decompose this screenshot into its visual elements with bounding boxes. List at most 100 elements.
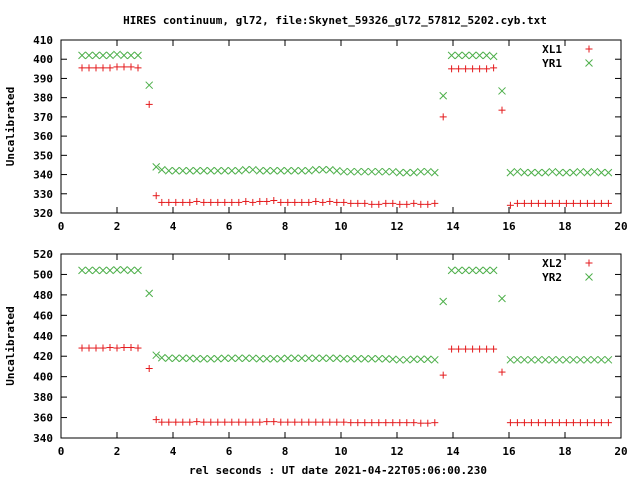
data-point bbox=[172, 198, 180, 206]
data-point bbox=[207, 198, 215, 206]
data-point bbox=[367, 167, 376, 176]
data-point bbox=[165, 418, 173, 426]
data-point bbox=[312, 197, 320, 205]
data-point bbox=[213, 166, 222, 175]
y-tick-label: 420 bbox=[33, 350, 53, 363]
y-axis-label: Uncalibrated bbox=[4, 87, 17, 166]
data-point bbox=[99, 344, 107, 352]
data-point bbox=[85, 266, 93, 275]
data-point bbox=[145, 100, 153, 108]
data-point bbox=[263, 418, 271, 426]
data-point bbox=[468, 266, 477, 275]
y-tick-label: 390 bbox=[33, 72, 53, 85]
data-point bbox=[311, 165, 320, 174]
data-point bbox=[242, 418, 250, 426]
data-point bbox=[461, 51, 470, 60]
data-point bbox=[340, 418, 348, 426]
legend-label: XL2 bbox=[542, 257, 562, 270]
data-point bbox=[284, 198, 292, 206]
data-point bbox=[92, 344, 100, 352]
data-point bbox=[305, 418, 313, 426]
x-tick-label: 2 bbox=[114, 220, 121, 233]
plot-frame bbox=[60, 39, 622, 214]
series-XL1 bbox=[78, 63, 612, 209]
data-point bbox=[423, 355, 432, 364]
data-point bbox=[416, 167, 425, 176]
data-point bbox=[262, 166, 271, 175]
data-point bbox=[120, 265, 128, 274]
data-point bbox=[186, 418, 194, 426]
y-tick-label: 380 bbox=[33, 391, 53, 404]
data-point bbox=[277, 418, 285, 426]
data-point bbox=[583, 419, 591, 427]
data-point bbox=[199, 354, 208, 363]
data-point bbox=[430, 168, 439, 177]
data-point bbox=[569, 199, 577, 207]
y-tick-label: 360 bbox=[33, 412, 53, 425]
data-point bbox=[439, 91, 448, 100]
data-point bbox=[455, 65, 463, 73]
data-point bbox=[417, 200, 425, 208]
data-point bbox=[448, 345, 456, 353]
data-point bbox=[127, 51, 135, 60]
data-point bbox=[597, 199, 605, 207]
data-point bbox=[269, 166, 278, 175]
data-point bbox=[604, 419, 612, 427]
data-point bbox=[520, 355, 529, 364]
data-point bbox=[304, 354, 313, 363]
data-point bbox=[368, 200, 376, 208]
data-point bbox=[227, 354, 236, 363]
data-point bbox=[284, 418, 292, 426]
data-point bbox=[562, 168, 571, 177]
data-point bbox=[461, 266, 470, 275]
data-point bbox=[402, 168, 411, 177]
data-point bbox=[409, 168, 418, 177]
x-tick-label: 14 bbox=[446, 220, 460, 233]
data-point bbox=[498, 87, 506, 95]
data-point bbox=[213, 354, 222, 363]
x-tick-label: 10 bbox=[334, 445, 347, 458]
data-point bbox=[298, 198, 306, 206]
data-point bbox=[576, 419, 584, 427]
data-point bbox=[127, 344, 135, 352]
data-point bbox=[506, 168, 515, 177]
data-point bbox=[576, 167, 585, 176]
data-point bbox=[193, 418, 201, 426]
y-tick-label: 440 bbox=[33, 330, 53, 343]
data-point bbox=[604, 355, 613, 364]
data-point bbox=[106, 51, 114, 60]
data-point bbox=[78, 64, 86, 72]
data-point bbox=[318, 165, 327, 174]
data-point bbox=[325, 354, 334, 363]
legend-marker bbox=[585, 273, 593, 281]
x-tick-label: 8 bbox=[282, 220, 289, 233]
data-point bbox=[548, 419, 556, 427]
data-point bbox=[576, 355, 585, 364]
data-point bbox=[85, 64, 93, 72]
data-point bbox=[597, 168, 606, 177]
data-point bbox=[106, 266, 114, 275]
legend-label: XL1 bbox=[542, 43, 562, 56]
data-point bbox=[179, 418, 187, 426]
x-axis-label: rel seconds : UT date 2021-04-22T05:06:0… bbox=[189, 464, 487, 477]
data-point bbox=[506, 201, 514, 209]
data-point bbox=[375, 419, 383, 427]
data-point bbox=[185, 166, 194, 175]
data-point bbox=[193, 197, 201, 205]
data-point bbox=[360, 167, 369, 176]
data-point bbox=[489, 266, 498, 275]
data-point bbox=[462, 65, 470, 73]
panel-2: 0 2 4 6 8 10 12 14 16 18 20 340 360 380 400 420 440 460 48… bbox=[4, 248, 628, 458]
data-point bbox=[576, 199, 584, 207]
data-point bbox=[513, 167, 522, 176]
data-point bbox=[157, 353, 166, 362]
data-point bbox=[199, 166, 208, 175]
data-point bbox=[583, 168, 592, 177]
data-point bbox=[192, 354, 201, 363]
data-point bbox=[454, 266, 463, 275]
y-tick-label: 360 bbox=[33, 130, 53, 143]
data-point bbox=[333, 418, 341, 426]
data-point bbox=[152, 416, 160, 424]
data-point bbox=[513, 419, 521, 427]
data-point bbox=[340, 198, 348, 206]
